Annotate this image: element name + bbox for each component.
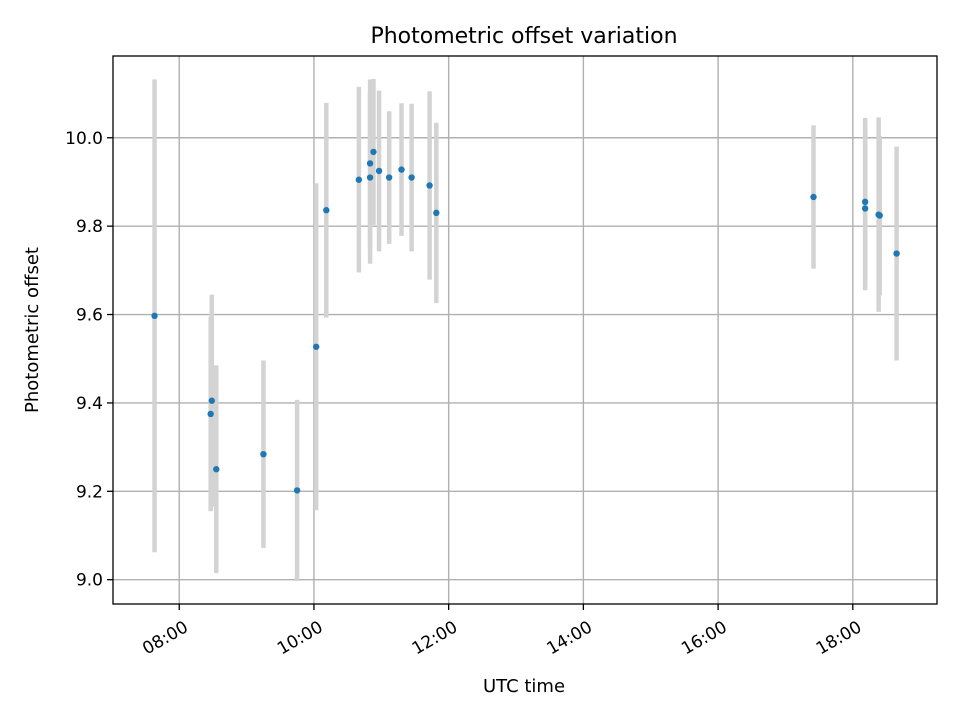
y-tick-label: 9.6 xyxy=(76,306,103,326)
x-tick-label: 14:00 xyxy=(543,617,595,659)
y-tick-label: 9.8 xyxy=(76,217,103,237)
x-axis-label: UTC time xyxy=(483,676,565,697)
error-bars xyxy=(152,78,899,582)
y-tick-label: 10.0 xyxy=(65,129,103,149)
data-point xyxy=(151,312,158,320)
data-point xyxy=(861,198,869,206)
data-point xyxy=(355,176,363,183)
y-tick-label: 9.0 xyxy=(76,571,103,591)
axis-ticks: 9.0 9.2 9.4 9.6 9.8 10.0 08:00 10:00 12:00 14:00 1… xyxy=(65,129,865,659)
x-tick-label: 18:00 xyxy=(813,617,865,659)
data-point xyxy=(370,148,377,156)
y-axis-label: Photometric offset xyxy=(22,247,43,413)
data-point xyxy=(208,397,215,404)
x-tick-label: 16:00 xyxy=(678,617,730,659)
data-point xyxy=(260,450,267,458)
data-point xyxy=(312,343,320,350)
data-point xyxy=(398,166,405,173)
y-tick-label: 9.4 xyxy=(76,394,103,414)
data-point xyxy=(293,487,301,494)
data-point xyxy=(861,205,869,212)
data-point xyxy=(207,410,214,418)
data-point xyxy=(433,209,440,217)
chart-title: Photometric offset variation xyxy=(370,24,677,49)
y-tick-label: 9.2 xyxy=(76,482,103,502)
x-tick-label: 08:00 xyxy=(139,617,191,659)
data-point xyxy=(366,160,374,167)
data-point xyxy=(426,182,433,189)
data-point xyxy=(375,167,383,175)
data-point xyxy=(385,174,393,181)
x-tick-label: 10:00 xyxy=(274,617,326,659)
data-point xyxy=(893,250,900,257)
data-point xyxy=(213,466,220,473)
grid xyxy=(113,56,937,604)
data-point xyxy=(810,193,817,201)
x-tick-label: 12:00 xyxy=(409,617,461,659)
data-points xyxy=(151,148,900,494)
data-point xyxy=(366,174,374,181)
data-point xyxy=(323,207,330,214)
data-point xyxy=(408,174,415,181)
plot-frame xyxy=(112,55,938,605)
data-point xyxy=(876,212,883,219)
